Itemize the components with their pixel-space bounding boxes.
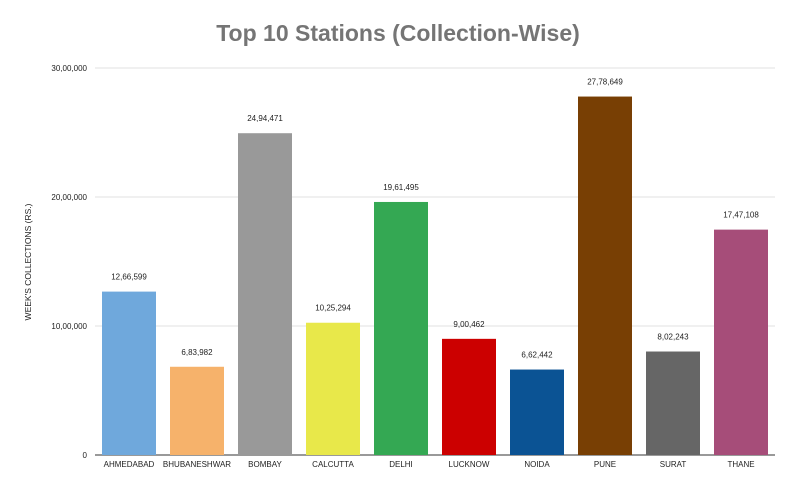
x-tick-label: BOMBAY [248,460,282,469]
bar-thane [714,229,768,455]
bar-ahmedabad [102,291,156,455]
bar-calcutta [306,322,360,455]
bar-bhubaneshwar [170,366,224,455]
bar-bombay [238,133,292,455]
chart-title: Top 10 Stations (Collection-Wise) [216,20,580,46]
y-tick-label: 0 [83,451,88,460]
data-label: 24,94,471 [247,114,283,123]
x-tick-label: NOIDA [524,460,550,469]
x-tick-label: LUCKNOW [449,460,490,469]
data-label: 27,78,649 [587,78,623,87]
data-label: 9,00,462 [453,320,485,329]
y-axis-title: WEEK'S COLLECTIONS (RS.) [23,203,33,320]
labels: 0 10,00,000 20,00,000 30,00,000 12,66,599 AHM… [51,64,759,469]
bar-surat [646,351,700,455]
x-tick-label: THANE [727,460,754,469]
bar-delhi [374,201,428,455]
data-label: 19,61,495 [383,183,419,192]
x-tick-label: DELHI [389,460,413,469]
data-label: 8,02,243 [657,333,689,342]
data-label: 6,83,982 [181,348,213,357]
x-tick-label: PUNE [594,460,616,469]
bars [102,96,768,456]
data-label: 10,25,294 [315,304,351,313]
bar-pune [578,96,632,456]
y-tick-label: 10,00,000 [51,322,87,331]
x-tick-label: BHUBANESHWAR [163,460,231,469]
x-tick-label: SURAT [660,460,687,469]
bar-lucknow [442,338,496,455]
data-label: 6,62,442 [521,351,553,360]
y-tick-label: 20,00,000 [51,193,87,202]
data-label: 17,47,108 [723,211,759,220]
x-tick-label: AHMEDABAD [104,460,155,469]
bar-noida [510,369,564,455]
data-label: 12,66,599 [111,273,147,282]
y-tick-label: 30,00,000 [51,64,87,73]
x-tick-label: CALCUTTA [312,460,354,469]
